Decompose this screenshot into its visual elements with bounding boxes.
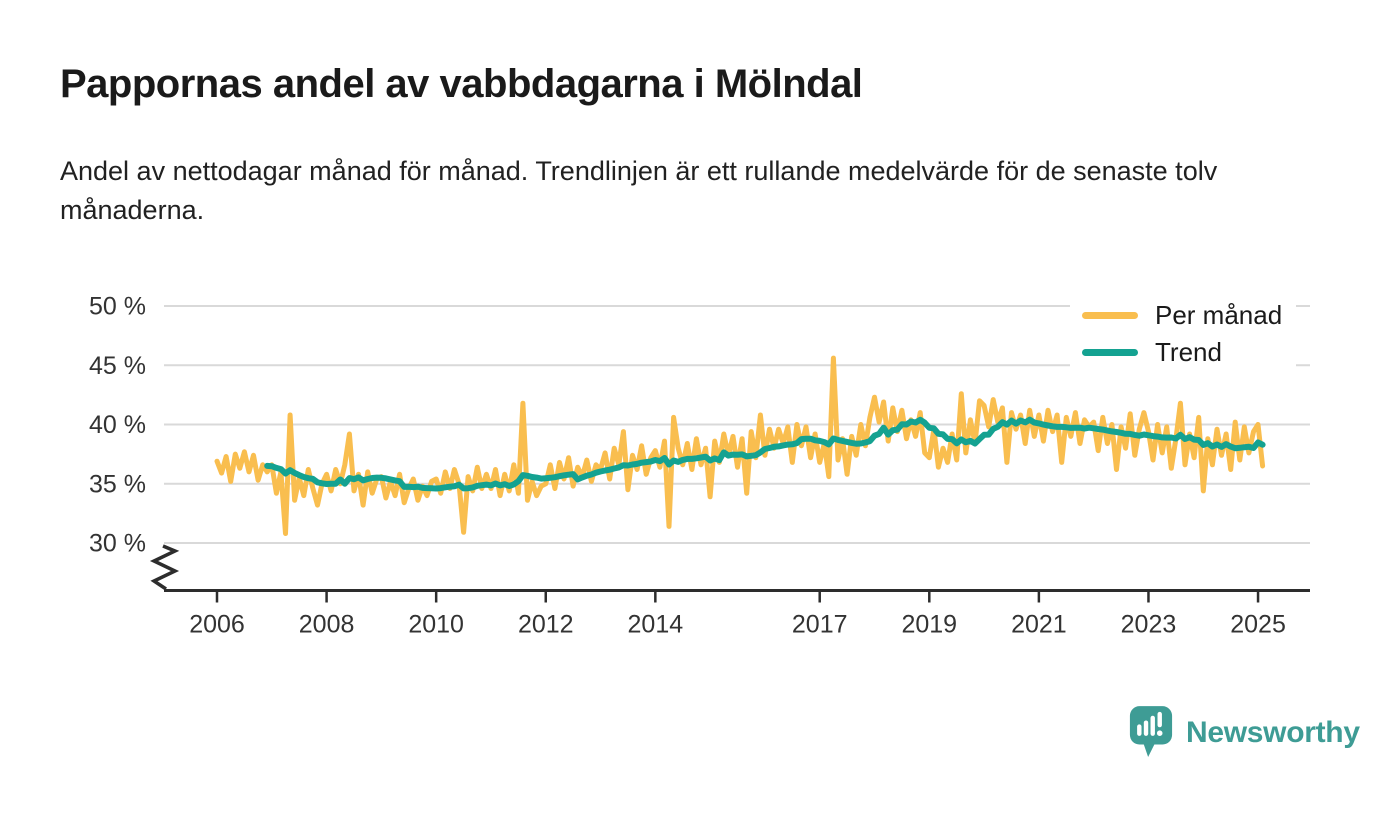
axis-break-zigzag xyxy=(149,544,180,591)
y-tick-label: 30 % xyxy=(89,530,146,558)
series-trend xyxy=(264,416,1266,492)
x-tick-label: 2012 xyxy=(518,611,574,639)
y-tick-label: 50 % xyxy=(89,293,146,321)
chart-subtitle: Andel av nettodagar månad för månad. Tre… xyxy=(60,156,1218,225)
legend-label-per-manad: Per månad xyxy=(1155,300,1283,330)
legend-label-trend: Trend xyxy=(1155,337,1222,367)
x-tick-label: 2021 xyxy=(1011,611,1067,639)
legend-swatch-trend xyxy=(1082,349,1138,356)
x-tick-label: 2025 xyxy=(1230,611,1286,639)
legend-item-per-manad: Per månad xyxy=(1082,297,1282,334)
x-tick-label: 2008 xyxy=(299,611,355,639)
x-tick-label: 2010 xyxy=(408,611,464,639)
series-per-manad xyxy=(214,355,1266,536)
x-tick-label: 2017 xyxy=(792,611,848,639)
newsworthy-wordmark: Newsworthy xyxy=(1186,716,1360,749)
x-tick-label: 2006 xyxy=(189,611,245,639)
chart-legend: Per månad Trend xyxy=(1070,293,1297,377)
y-tick-label: 40 % xyxy=(89,411,146,439)
legend-swatch-per-manad xyxy=(1082,312,1138,319)
newsworthy-icon xyxy=(1129,706,1173,757)
chart-title: Pappornas andel av vabbdagarna i Mölndal xyxy=(60,62,863,106)
x-tick-label: 2019 xyxy=(901,611,957,639)
legend-item-trend: Trend xyxy=(1082,334,1282,371)
x-tick-label: 2023 xyxy=(1121,611,1177,639)
y-tick-label: 35 % xyxy=(89,470,146,498)
x-tick-label: 2014 xyxy=(628,611,684,639)
y-tick-label: 45 % xyxy=(89,352,146,380)
newsworthy-logo: Newsworthy xyxy=(1128,704,1360,762)
